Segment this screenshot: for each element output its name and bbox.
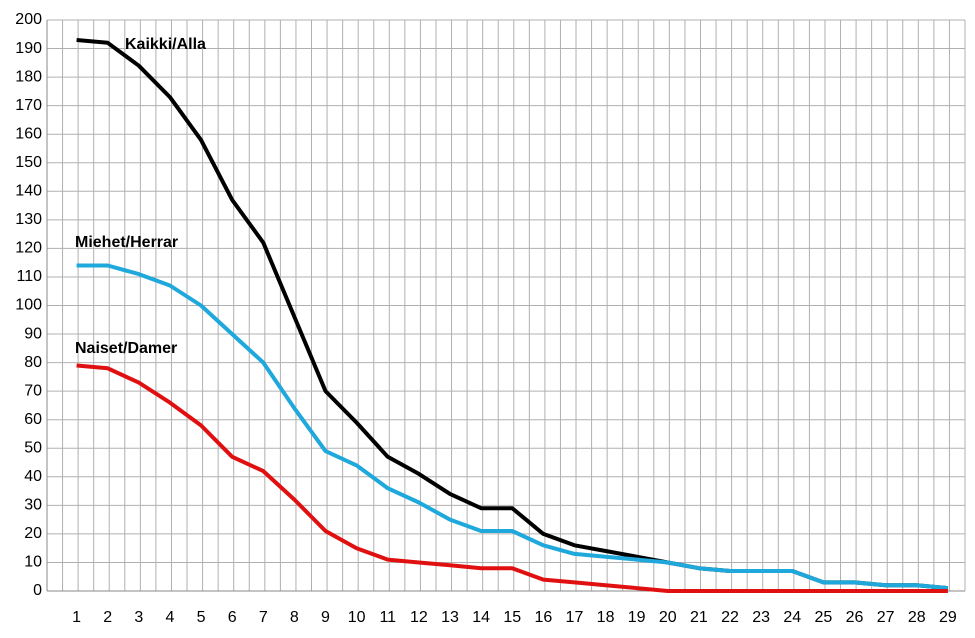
x-tick-label: 21 [690, 609, 708, 626]
y-tick-label: 140 [15, 183, 42, 200]
y-tick-label: 120 [15, 240, 42, 257]
y-tick-label: 200 [15, 11, 42, 28]
x-tick-label: 13 [441, 609, 459, 626]
x-tick-label: 25 [815, 609, 833, 626]
y-tick-label: 110 [16, 268, 42, 285]
x-tick-label: 4 [165, 609, 174, 626]
x-tick-label: 8 [290, 609, 299, 626]
series-label: Naiset/Damer [75, 340, 177, 357]
y-tick-label: 10 [24, 554, 42, 571]
y-tick-label: 160 [15, 125, 42, 142]
x-tick-label: 2 [103, 609, 112, 626]
y-tick-label: 60 [24, 411, 42, 428]
x-tick-label: 12 [410, 609, 428, 626]
x-tick-label: 9 [321, 609, 330, 626]
y-tick-label: 190 [15, 40, 42, 57]
x-tick-label: 19 [628, 609, 646, 626]
y-tick-label: 20 [24, 525, 42, 542]
x-tick-label: 18 [597, 609, 615, 626]
y-tick-label: 100 [15, 297, 42, 314]
y-tick-label: 170 [15, 97, 42, 114]
series-line [76, 263, 949, 591]
x-tick-label: 20 [659, 609, 677, 626]
x-tick-label: 10 [348, 609, 366, 626]
y-tick-label: 0 [33, 582, 42, 599]
y-tick-label: 50 [24, 439, 42, 456]
y-tick-label: 70 [24, 382, 42, 399]
x-tick-label: 27 [877, 609, 895, 626]
y-tick-label: 180 [15, 68, 42, 85]
y-tick-label: 90 [24, 325, 42, 342]
y-tick-label: 30 [24, 497, 42, 514]
series-line [76, 363, 948, 593]
x-tick-label: 15 [503, 609, 521, 626]
y-tick-label: 150 [15, 154, 42, 171]
x-tick-label: 26 [846, 609, 864, 626]
x-tick-label: 16 [534, 609, 552, 626]
series-label: Kaikki/Alla [125, 36, 206, 53]
grid [46, 19, 966, 592]
x-tick-label: 22 [721, 609, 739, 626]
y-tick-label: 130 [15, 211, 42, 228]
series-label: Miehet/Herrar [75, 234, 178, 251]
x-tick-label: 14 [472, 609, 490, 626]
lines [76, 38, 949, 593]
x-tick-label: 1 [72, 609, 81, 626]
x-tick-label: 11 [379, 609, 396, 626]
y-tick-label: 40 [24, 468, 42, 485]
x-tick-label: 17 [566, 609, 584, 626]
x-tick-label: 28 [908, 609, 926, 626]
x-tick-label: 3 [134, 609, 143, 626]
y-tick-label: 80 [24, 354, 42, 371]
x-tick-label: 5 [197, 609, 206, 626]
x-tick-label: 29 [939, 609, 957, 626]
x-tick-label: 24 [783, 609, 801, 626]
x-tick-label: 23 [752, 609, 770, 626]
x-tick-label: 6 [228, 609, 237, 626]
x-tick-label: 7 [259, 609, 268, 626]
